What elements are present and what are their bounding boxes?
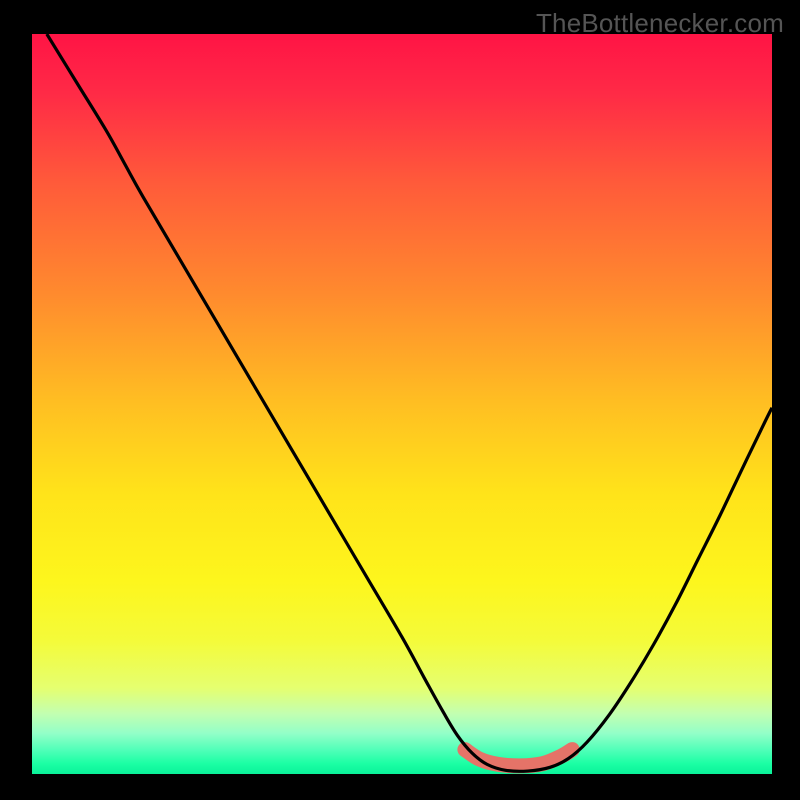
bottleneck-chart — [0, 0, 800, 800]
chart-stage: TheBottlenecker.com — [0, 0, 800, 800]
gradient-background — [32, 34, 772, 774]
watermark-text: TheBottlenecker.com — [536, 8, 784, 39]
plot-area — [32, 34, 772, 774]
